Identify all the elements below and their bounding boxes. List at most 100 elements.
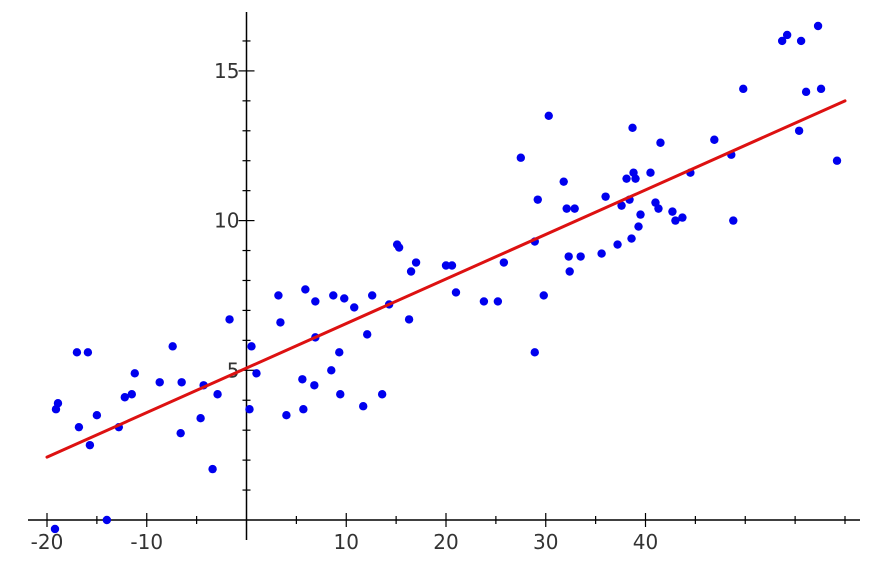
data-point (671, 216, 680, 225)
data-point (499, 258, 509, 267)
regression-line (45, 99, 847, 459)
x-tick-label: -10 (130, 530, 163, 554)
data-point (377, 390, 387, 399)
y-tick-label: 5 (227, 358, 240, 382)
data-point (636, 210, 645, 219)
data-point (739, 84, 748, 94)
data-point (225, 315, 234, 324)
data-point (394, 243, 404, 252)
data-point (533, 195, 542, 204)
chart-tick-labels: -20 -10 10 20 30 40 5 10 15 (31, 59, 659, 554)
data-point (576, 252, 585, 261)
data-point (646, 168, 655, 177)
data-point (406, 267, 416, 276)
data-point (298, 375, 307, 384)
data-point (329, 291, 338, 300)
data-point (404, 315, 414, 324)
data-point (564, 252, 573, 261)
data-point (796, 36, 806, 46)
scatter-points (50, 21, 842, 534)
data-point (597, 249, 606, 258)
data-point (447, 261, 457, 270)
data-point (729, 216, 738, 225)
data-point (176, 428, 185, 438)
data-point (617, 201, 626, 210)
y-tick-label: 15 (214, 59, 239, 83)
data-point (656, 138, 665, 147)
data-point (559, 177, 568, 186)
data-point (777, 36, 787, 46)
data-point (72, 348, 82, 357)
data-point (213, 390, 222, 399)
y-tick-label: 10 (214, 209, 239, 233)
data-point (310, 381, 319, 390)
data-point (816, 84, 826, 94)
data-point (247, 342, 256, 351)
chart-axes (28, 12, 860, 540)
data-point (74, 422, 84, 432)
data-point (335, 348, 344, 357)
data-point (539, 291, 548, 300)
data-point (168, 342, 177, 351)
data-point (441, 261, 451, 270)
data-point (311, 297, 320, 306)
data-point (627, 234, 636, 243)
data-point (570, 204, 579, 213)
data-point (177, 378, 186, 387)
data-point (654, 204, 663, 213)
data-point (252, 369, 261, 378)
x-tick-label: 30 (533, 530, 558, 554)
data-point (85, 440, 95, 450)
data-point (208, 464, 217, 474)
data-point (130, 369, 139, 378)
data-point (451, 288, 461, 297)
data-point (92, 411, 102, 420)
data-point (274, 291, 283, 300)
data-point (493, 297, 503, 306)
data-point (601, 192, 610, 201)
data-point (613, 240, 622, 249)
data-point (678, 213, 687, 222)
x-tick-label: 10 (334, 530, 359, 554)
data-point (102, 515, 112, 525)
data-point (276, 318, 285, 327)
data-point (350, 303, 359, 312)
data-point (367, 291, 377, 300)
data-point (411, 258, 421, 267)
data-point (120, 393, 130, 402)
data-point (565, 267, 574, 276)
data-point (50, 524, 60, 534)
data-point (832, 156, 842, 165)
data-point (813, 21, 823, 31)
data-point (362, 330, 372, 339)
x-tick-label: 20 (433, 530, 458, 554)
data-point (127, 390, 136, 399)
x-tick-label: -20 (31, 530, 64, 554)
data-point (710, 135, 719, 144)
data-point (327, 366, 336, 375)
regression-line-group (45, 99, 847, 459)
data-point (782, 30, 792, 40)
x-tick-label: 40 (633, 530, 658, 554)
data-point (668, 207, 677, 216)
data-point (516, 153, 526, 162)
data-point (801, 87, 811, 97)
data-point (631, 174, 640, 183)
data-point (196, 414, 205, 423)
data-point (155, 378, 164, 387)
data-point (628, 123, 637, 132)
data-point (299, 405, 308, 414)
data-point (282, 411, 291, 420)
chart-ticks (46, 40, 846, 527)
data-point (359, 402, 368, 411)
data-point (53, 399, 63, 408)
data-point (530, 348, 539, 357)
data-point (479, 297, 489, 306)
data-point (83, 348, 93, 357)
data-point (544, 111, 553, 121)
data-point (245, 405, 254, 414)
data-point (622, 174, 631, 183)
data-point (336, 390, 345, 399)
data-point (562, 204, 571, 213)
